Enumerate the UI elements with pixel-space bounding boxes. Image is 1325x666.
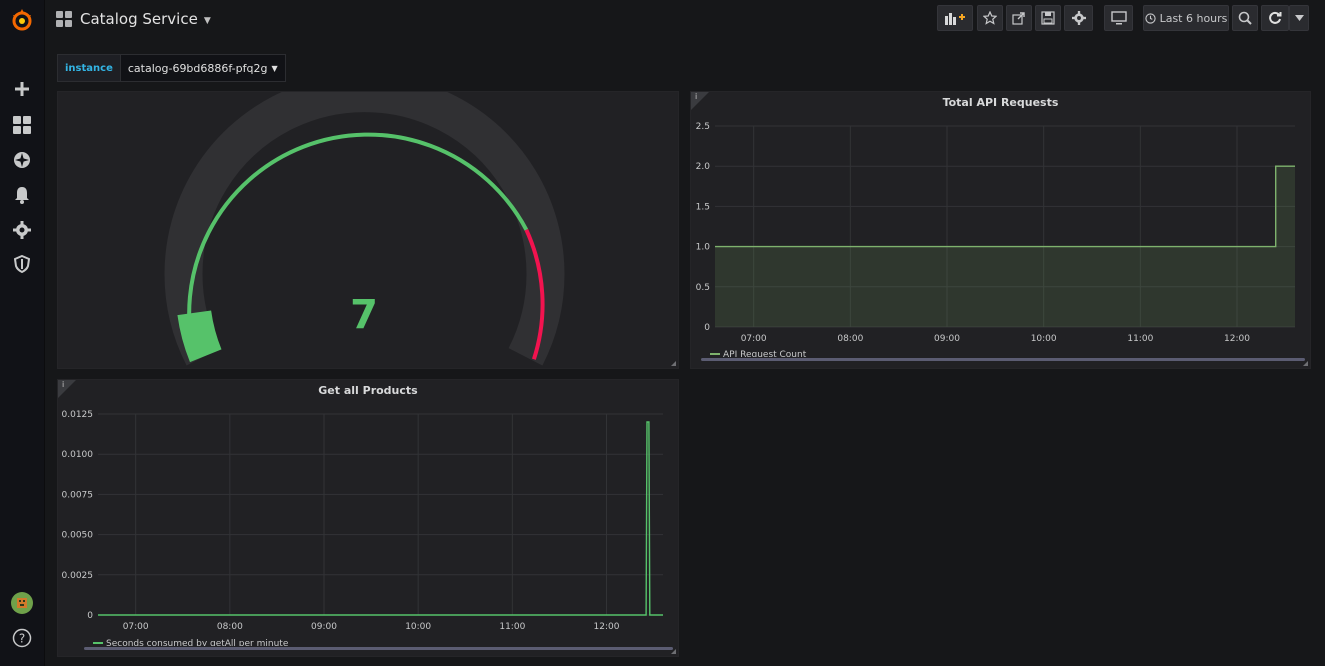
y-tick-label: 2.5: [696, 122, 710, 132]
star-icon: [983, 11, 997, 25]
x-tick-label: 11:00: [499, 622, 525, 632]
y-tick-label: 0.0125: [62, 410, 94, 420]
time-picker-button[interactable]: Last 6 hours: [1143, 5, 1229, 31]
dashboards-icon[interactable]: [0, 110, 44, 140]
x-tick-label: 12:00: [594, 622, 620, 632]
resize-handle[interactable]: [671, 361, 676, 366]
x-tick-label: 08:00: [217, 622, 243, 632]
y-tick-label: 1.5: [696, 202, 710, 212]
time-range-label: Last 6 hours: [1159, 11, 1228, 25]
resize-handle[interactable]: [1303, 361, 1308, 366]
star-button[interactable]: [977, 5, 1003, 31]
side-menu: ?: [0, 0, 45, 666]
caret-down-icon: ▼: [203, 15, 211, 26]
x-tick-label: 10:00: [1031, 334, 1057, 344]
legend-swatch: [93, 642, 103, 644]
create-icon[interactable]: [0, 74, 44, 104]
info-icon: i: [62, 380, 65, 389]
x-tick-label: 07:00: [741, 334, 767, 344]
help-icon[interactable]: ?: [0, 623, 44, 653]
settings-icon: [1071, 11, 1086, 25]
dashboard-title: Catalog Service: [80, 10, 198, 28]
user-avatar[interactable]: [0, 588, 44, 618]
chevron-down-icon: [1294, 15, 1304, 21]
panel-get-all-products[interactable]: i Get all Products 0.0125 0.0100 0.0075 0.0…: [57, 379, 679, 657]
share-icon: [1012, 12, 1025, 25]
y-tick-label: 0.5: [696, 283, 710, 293]
series-line: [98, 421, 663, 616]
explore-icon[interactable]: [0, 145, 44, 175]
panel-title[interactable]: Get all Products: [318, 384, 418, 397]
add-panel-icon: [945, 13, 965, 25]
panel-title[interactable]: Total API Requests: [942, 96, 1059, 109]
x-tick-label: 12:00: [1224, 334, 1250, 344]
gauge-track: [164, 92, 565, 366]
zoom-out-icon: [1238, 11, 1252, 25]
configuration-icon[interactable]: [0, 215, 44, 245]
legend-scrollbar[interactable]: [701, 358, 1305, 361]
api-requests-graph: 2.5 2.0 1.5 1.0 0.5 0 07:00 08:00 09:00 10:00 11:0…: [696, 122, 1305, 363]
panel-info-corner[interactable]: [58, 380, 76, 398]
refresh-button[interactable]: [1261, 5, 1289, 31]
panel-total-api-requests[interactable]: i Total API Requests 2.5 2.0 1.5 1.0 0.5 0 07:…: [690, 91, 1311, 369]
tv-mode-button[interactable]: [1104, 5, 1133, 31]
legend-label[interactable]: API Request Count: [723, 350, 807, 360]
gauge-value-fill: [177, 310, 222, 363]
variable-label: instance: [57, 54, 121, 82]
refresh-icon: [1269, 11, 1282, 24]
legend-label[interactable]: Seconds consumed by getAll per minute: [106, 639, 289, 649]
shield-icon[interactable]: [0, 249, 44, 279]
y-tick-label: 1.0: [696, 243, 711, 253]
settings-button[interactable]: [1064, 5, 1093, 31]
clock-icon: [1144, 12, 1156, 24]
legend-swatch: [710, 353, 720, 355]
legend-scrollbar[interactable]: [84, 647, 673, 650]
variable-select[interactable]: catalog-69bd6886f-pfq2g ▼: [120, 54, 286, 82]
top-navbar: Catalog Service ▼ Last 6 hours: [44, 0, 1325, 40]
panel-info-corner[interactable]: [691, 92, 709, 110]
info-icon: i: [695, 92, 698, 101]
zoom-out-button[interactable]: [1232, 5, 1258, 31]
x-tick-label: 11:00: [1127, 334, 1153, 344]
y-tick-label: 0.0075: [62, 490, 94, 500]
dashboard-title-button[interactable]: Catalog Service ▼: [56, 8, 211, 30]
caret-down-icon: ▼: [271, 63, 278, 73]
share-button[interactable]: [1006, 5, 1032, 31]
tv-icon: [1110, 11, 1127, 25]
y-tick-label: 2.0: [696, 162, 711, 172]
x-tick-label: 09:00: [311, 622, 337, 632]
x-tick-label: 09:00: [934, 334, 960, 344]
y-tick-label: 0.0050: [62, 531, 94, 541]
dashboards-icon: [56, 11, 72, 27]
series-line: [715, 165, 1295, 248]
x-tick-label: 08:00: [837, 334, 863, 344]
y-tick-label: 0.0025: [62, 571, 94, 581]
gauge-value: 7: [350, 292, 378, 338]
save-icon: [1041, 11, 1055, 25]
y-tick-label: 0: [704, 323, 710, 333]
refresh-interval-dropdown[interactable]: [1289, 5, 1309, 31]
add-panel-button[interactable]: [937, 5, 973, 31]
x-tick-label: 10:00: [405, 622, 431, 632]
help-glyph: ?: [19, 632, 25, 646]
panel-no-of-products[interactable]: No of products 7: [57, 91, 679, 369]
save-button[interactable]: [1035, 5, 1061, 31]
x-tick-label: 07:00: [123, 622, 149, 632]
y-tick-label: 0: [87, 611, 93, 621]
gauge-chart: 7: [164, 92, 565, 366]
alerting-icon[interactable]: [0, 180, 44, 210]
variable-value: catalog-69bd6886f-pfq2g: [127, 61, 268, 75]
resize-handle[interactable]: [671, 649, 676, 654]
gauge-threshold-bad: [524, 228, 545, 360]
grafana-logo-icon[interactable]: [0, 3, 44, 37]
get-all-products-graph: 0.0125 0.0100 0.0075 0.0050 0.0025 0 07:00 08:0…: [62, 410, 673, 652]
y-tick-label: 0.0100: [62, 450, 94, 460]
gauge-threshold-ok: [187, 132, 529, 360]
template-variables: instance catalog-69bd6886f-pfq2g ▼: [57, 54, 286, 82]
